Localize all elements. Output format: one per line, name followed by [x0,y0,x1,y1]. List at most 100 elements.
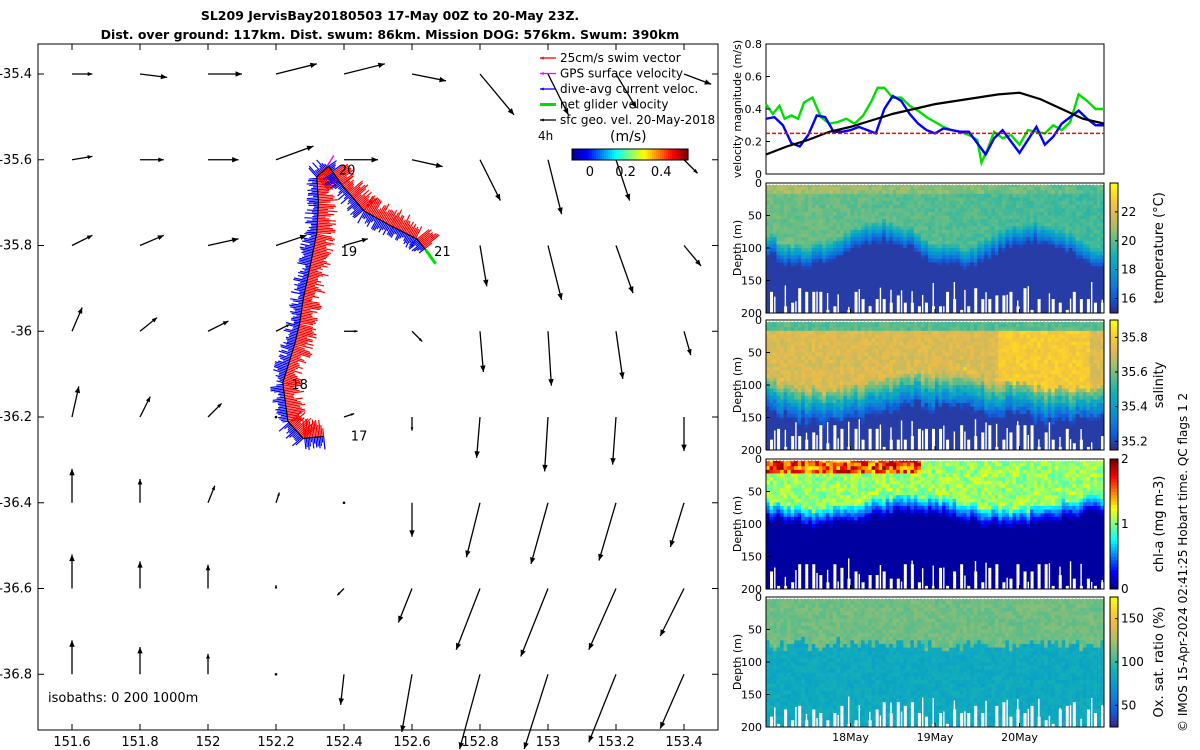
heat-cell [790,222,795,227]
heat-cell [773,348,778,353]
heat-cell [1019,190,1024,195]
colorbar-cell [1110,215,1118,220]
heat-cell [938,255,943,260]
heat-cell [808,334,813,339]
colorbar-cell [1110,303,1118,307]
heat-cell [850,204,855,209]
heat-cell [818,193,823,198]
heat-cell [1096,240,1101,245]
heat-cell [1061,266,1066,271]
heat-cell [1044,298,1049,303]
heat-cell [1089,255,1094,260]
heat-cell [790,428,795,433]
heat-cell [1037,276,1042,281]
heat-cell [839,284,844,289]
heat-cell [825,284,830,289]
heat-cell [984,219,989,224]
colorbar-cell [1110,212,1118,216]
heat-cell [1089,204,1094,209]
heat-cell [931,222,936,227]
heat-cell [790,204,795,209]
heat-cell [861,240,866,245]
heat-cell [984,201,989,206]
heat-cell [839,222,844,227]
swim-vector [298,325,316,331]
heat-cell [889,262,894,267]
heat-cell [906,197,911,202]
heat-cell [808,428,813,433]
heat-cell [1075,204,1080,209]
swim-vector [287,414,300,418]
heat-cell [1037,251,1042,256]
heat-cell [1008,280,1013,285]
heat-cell [783,413,788,418]
heat-cell [1058,291,1063,296]
heat-cell [917,273,922,278]
swim-vector [290,355,305,362]
heat-cell [1044,251,1049,256]
dive-avg-current [308,437,311,447]
heat-cell [903,273,908,278]
heat-cell [977,197,982,202]
heat-cell [822,410,827,415]
heat-cell [977,298,982,303]
heat-cell [797,370,802,375]
dive-avg-current [286,341,295,345]
heat-cell [1015,226,1020,231]
heat-cell [804,197,809,202]
heat-cell [776,269,781,274]
heat-cell [980,237,985,242]
swim-vector [307,277,319,281]
swim-vector [286,369,295,374]
heat-cell [998,215,1003,220]
heat-cell [822,226,827,231]
heat-cell [1019,284,1024,289]
current-vector-head [435,162,443,168]
heat-cell [956,190,961,195]
heat-cell [977,233,982,238]
heat-cell [998,204,1003,209]
heat-cell [790,366,795,372]
heat-cell [780,204,785,209]
heat-cell [1030,266,1035,271]
heat-cell [942,208,947,213]
heat-cell [839,201,844,206]
swim-vector [297,331,313,337]
heat-cell [931,262,936,267]
swim-vector [351,184,366,197]
dive-avg-current [276,396,285,399]
heat-cell [829,399,834,404]
heat-cell [1061,287,1066,292]
heat-cell [1037,269,1042,274]
swim-vector [287,417,301,421]
heat-cell [801,435,806,440]
heat-cell [959,273,964,278]
heat-cell [783,237,788,242]
heat-cell [808,276,813,281]
heat-cell [1044,229,1049,235]
heat-cell [850,266,855,271]
heat-cell [920,284,925,289]
heat-cell [780,284,785,289]
heat-cell [949,258,954,263]
heat-cell [818,251,823,256]
heat-cell [1033,233,1038,238]
heat-cell [776,348,781,353]
heat-cell [963,222,968,227]
heat-cell [797,193,802,198]
colorbar-cell [1110,290,1118,294]
heat-cell [815,248,820,253]
heat-cell [1023,219,1028,224]
heat-cell [917,298,922,303]
heat-cell [956,287,961,292]
heat-cell [924,255,929,260]
heat-cell [776,352,781,357]
heat-cell [776,266,781,271]
heat-cell [942,269,947,274]
heat-cell [952,266,957,271]
heat-cell [769,226,774,231]
heat-cell [773,229,778,235]
heat-cell [875,269,880,274]
heat-cell [801,204,806,209]
heat-cell [1008,251,1013,256]
